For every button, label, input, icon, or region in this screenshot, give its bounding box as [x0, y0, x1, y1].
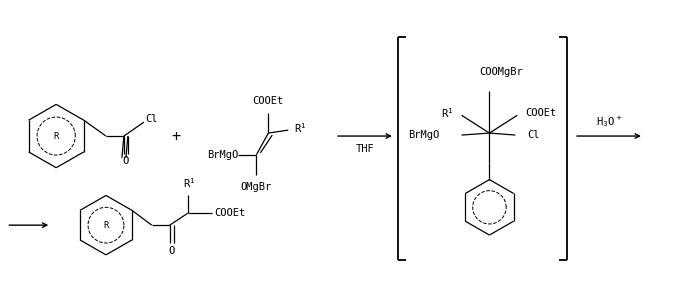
Text: R$^1$: R$^1$	[441, 106, 454, 120]
Text: BrMgO: BrMgO	[207, 150, 238, 160]
Text: O: O	[123, 156, 129, 166]
Text: COOEt: COOEt	[214, 208, 245, 218]
Text: O: O	[169, 246, 174, 256]
Text: R$^1$: R$^1$	[294, 121, 306, 135]
Text: OMgBr: OMgBr	[241, 182, 272, 192]
Text: COOMgBr: COOMgBr	[480, 67, 524, 77]
Text: R$^1$: R$^1$	[184, 177, 196, 191]
Text: BrMgO: BrMgO	[408, 130, 440, 140]
Text: COOEt: COOEt	[253, 96, 284, 106]
Text: +: +	[171, 128, 180, 144]
Text: R: R	[54, 132, 59, 140]
Text: R: R	[103, 221, 109, 230]
Text: THF: THF	[355, 144, 374, 154]
Text: Cl: Cl	[146, 114, 158, 124]
Text: H$_3$O$^+$: H$_3$O$^+$	[596, 114, 622, 129]
Text: Cl: Cl	[527, 130, 540, 140]
Text: COOEt: COOEt	[526, 108, 557, 118]
